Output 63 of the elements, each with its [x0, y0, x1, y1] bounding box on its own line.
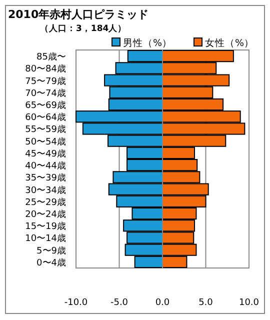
y-tick-label: 10〜14歳 — [25, 233, 66, 244]
bar — [126, 232, 163, 244]
bar — [108, 183, 163, 196]
bar — [115, 62, 163, 74]
bar — [123, 220, 163, 232]
bar — [132, 207, 163, 220]
bar — [162, 122, 246, 135]
bar — [162, 183, 209, 196]
y-tick-label: 5〜9歳 — [36, 245, 66, 256]
bar — [162, 134, 226, 147]
y-tick-label: 40〜44歳 — [25, 160, 66, 172]
bar — [162, 220, 196, 232]
y-tick-label: 45〜49歳 — [25, 148, 66, 160]
bar — [162, 171, 200, 184]
bar — [162, 146, 196, 159]
bar — [108, 98, 163, 111]
bar — [127, 50, 163, 62]
bar — [104, 74, 163, 86]
y-tick-label: 15〜19歳 — [25, 221, 66, 232]
chart-subtitle: （人口：3，184人） — [40, 23, 127, 34]
bar — [162, 232, 194, 244]
legend-label: 男性（%） — [123, 37, 172, 49]
y-tick-label: 0〜4歳 — [36, 257, 66, 268]
x-tick-label: 5.0 — [198, 298, 214, 308]
x-tick-label: -10.0 — [64, 298, 88, 308]
bar — [162, 207, 197, 220]
bar — [76, 110, 163, 123]
bar — [162, 74, 230, 86]
y-tick-label: 30〜34歳 — [25, 184, 66, 196]
bar — [112, 171, 163, 184]
x-tick-label: 10.0 — [238, 298, 260, 308]
y-tick-label: 65〜69歳 — [25, 100, 66, 111]
x-tick-label: -5.0 — [110, 298, 128, 308]
bar — [116, 195, 163, 208]
bar — [109, 86, 163, 98]
y-tick-label: 70〜74歳 — [25, 88, 66, 99]
y-tick-label: 85歳〜 — [36, 52, 66, 63]
y-tick-label: 35〜39歳 — [25, 172, 66, 184]
bar — [108, 134, 163, 147]
y-tick-label: 25〜29歳 — [25, 196, 66, 208]
bar — [162, 256, 188, 268]
y-tick-label: 75〜79歳 — [25, 76, 66, 87]
bar — [126, 159, 163, 172]
bar — [162, 244, 197, 256]
bar — [134, 256, 163, 268]
bar — [162, 195, 206, 208]
chart-title: 2010年赤村人口ピラミッド — [8, 8, 149, 21]
bar — [162, 62, 217, 74]
bar — [162, 50, 234, 62]
bar — [124, 244, 163, 256]
y-tick-label: 55〜59歳 — [25, 124, 66, 136]
x-tick-label: 0.0 — [155, 298, 170, 308]
bar — [162, 110, 241, 123]
y-tick-label: 20〜24歳 — [25, 209, 66, 220]
y-tick-label: 60〜64歳 — [25, 112, 66, 124]
legend-label: 女性（%） — [205, 37, 254, 49]
bar — [126, 146, 163, 159]
y-tick-label: 80〜84歳 — [25, 64, 66, 75]
bar — [82, 122, 163, 135]
bar — [162, 159, 198, 172]
bar — [162, 86, 214, 98]
bar — [162, 98, 224, 111]
y-tick-label: 50〜54歳 — [25, 136, 66, 148]
